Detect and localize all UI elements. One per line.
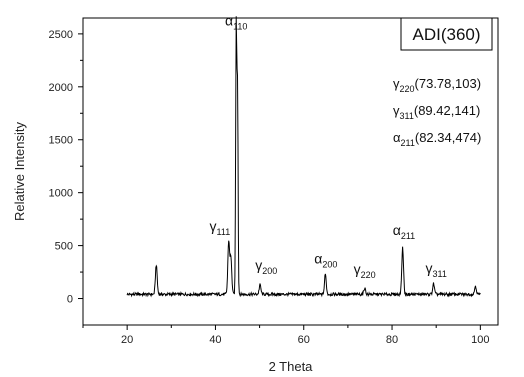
legend-line: γ220(73.78,103) (393, 76, 481, 94)
x-tick-label: 40 (209, 334, 221, 346)
peak-label: α211 (393, 222, 415, 241)
y-tick-label: 500 (55, 241, 73, 253)
y-tick-label: 2000 (49, 82, 73, 94)
y-tick-label: 1000 (49, 188, 73, 200)
legend-lines: γ220(73.78,103) γ311(89.42,141) α211(82.34… (393, 76, 481, 148)
x-tick-label: 100 (471, 334, 489, 346)
x-tick-label: 80 (386, 334, 398, 346)
peak-label: γ311 (426, 260, 447, 279)
peak-label: γ111 (210, 218, 231, 237)
peak-label: γ220 (354, 261, 376, 280)
y-tick-label: 0 (67, 294, 73, 306)
x-axis: 20 40 60 80 100 (82, 325, 490, 346)
y-axis-title: Relative Intensity (12, 122, 27, 221)
x-axis-title: 2 Theta (269, 359, 314, 374)
x-tick-label: 60 (298, 334, 310, 346)
intensity-series-line (126, 16, 481, 298)
peak-label: γ200 (255, 257, 277, 276)
legend: ADI(360) γ220(73.78,103) γ311(89.42,141) α… (393, 17, 493, 148)
y-tick-label: 2500 (49, 29, 73, 41)
y-axis: 0 500 1000 1500 2000 2500 (49, 29, 83, 306)
legend-title-box (400, 17, 493, 51)
peak-label: α110 (225, 12, 247, 31)
peak-label: α200 (314, 251, 337, 270)
y-tick-label: 1500 (49, 135, 73, 147)
legend-title: ADI(360) (412, 25, 480, 44)
plot-frame (82, 17, 499, 326)
plot-border (82, 17, 499, 326)
legend-line: α211(82.34,474) (393, 130, 481, 148)
x-tick-label: 20 (121, 334, 133, 346)
legend-line: γ311(89.42,141) (393, 103, 480, 121)
